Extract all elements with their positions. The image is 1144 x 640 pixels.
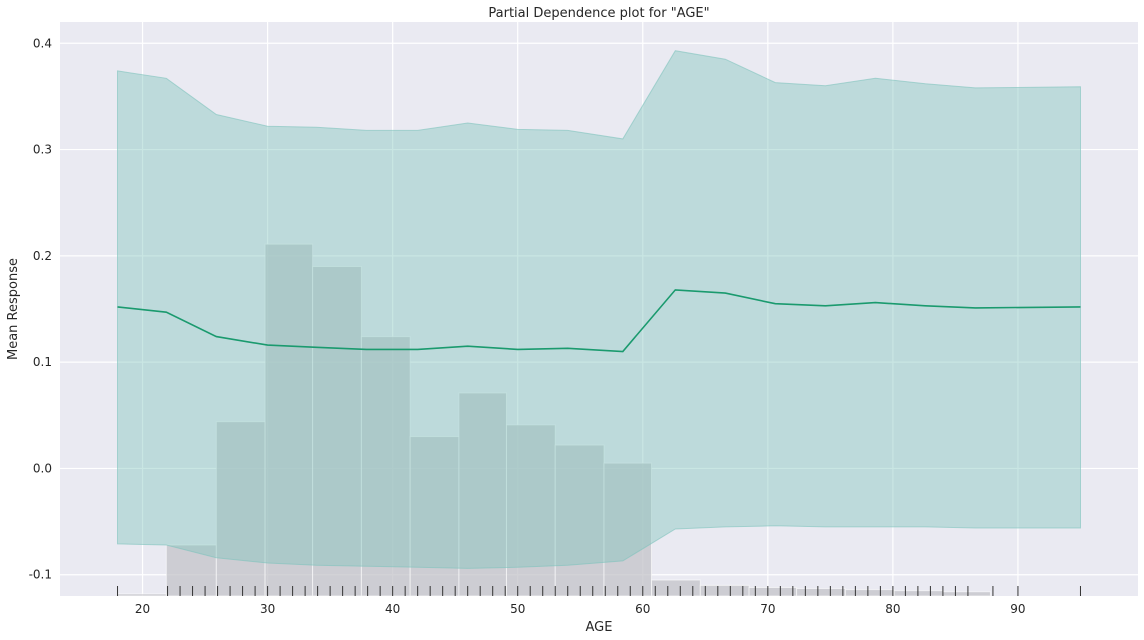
histogram-bar bbox=[942, 591, 991, 597]
histogram-bar bbox=[215, 421, 266, 597]
y-tick-label: 0.0 bbox=[33, 461, 52, 475]
x-tick-label: 50 bbox=[510, 602, 525, 616]
chart-title: Partial Dependence plot for "AGE" bbox=[488, 6, 709, 21]
mean-response-series-line bbox=[117, 289, 1081, 353]
x-tick-label: 30 bbox=[260, 602, 275, 616]
x-tick-label: 40 bbox=[385, 602, 400, 616]
mean-response-line bbox=[117, 289, 1081, 353]
histogram-bar bbox=[844, 589, 895, 597]
histogram-bar bbox=[264, 243, 314, 597]
histogram-bar bbox=[796, 588, 846, 597]
y-tick-label: 0.2 bbox=[33, 249, 52, 263]
histogram-bar bbox=[409, 436, 460, 597]
histogram bbox=[117, 243, 991, 597]
histogram-bar bbox=[312, 265, 362, 597]
histogram-bar bbox=[165, 544, 217, 597]
y-axis-label: Mean Response bbox=[6, 258, 21, 360]
x-tick-label: 60 bbox=[635, 602, 650, 616]
x-tick-label: 90 bbox=[1010, 602, 1025, 616]
x-tick-label: 80 bbox=[885, 602, 900, 616]
confidence-band-area bbox=[117, 50, 1081, 569]
y-tick-label: 0.4 bbox=[33, 36, 52, 50]
histogram-bar bbox=[360, 336, 411, 597]
y-axis-ticks: -0.1 0.0 0.1 0.2 0.3 0.4 bbox=[29, 36, 52, 581]
histogram-bar bbox=[748, 586, 798, 597]
x-tick-label: 20 bbox=[135, 602, 150, 616]
histogram-bar bbox=[893, 590, 944, 597]
x-axis-label: AGE bbox=[586, 620, 613, 635]
confidence-band bbox=[117, 50, 1081, 569]
histogram-bar bbox=[117, 593, 167, 597]
y-tick-label: 0.3 bbox=[33, 143, 52, 157]
x-axis-ticks: 20 30 40 50 60 70 80 90 bbox=[135, 602, 1026, 616]
histogram-bar bbox=[603, 462, 653, 597]
rug-marks bbox=[117, 586, 1081, 596]
y-tick-label: 0.1 bbox=[33, 355, 52, 369]
histogram-bar bbox=[699, 584, 750, 597]
y-tick-label: -0.1 bbox=[29, 568, 52, 582]
histogram-bar bbox=[458, 392, 507, 597]
histogram-bar bbox=[554, 444, 605, 597]
x-tick-label: 70 bbox=[760, 602, 775, 616]
